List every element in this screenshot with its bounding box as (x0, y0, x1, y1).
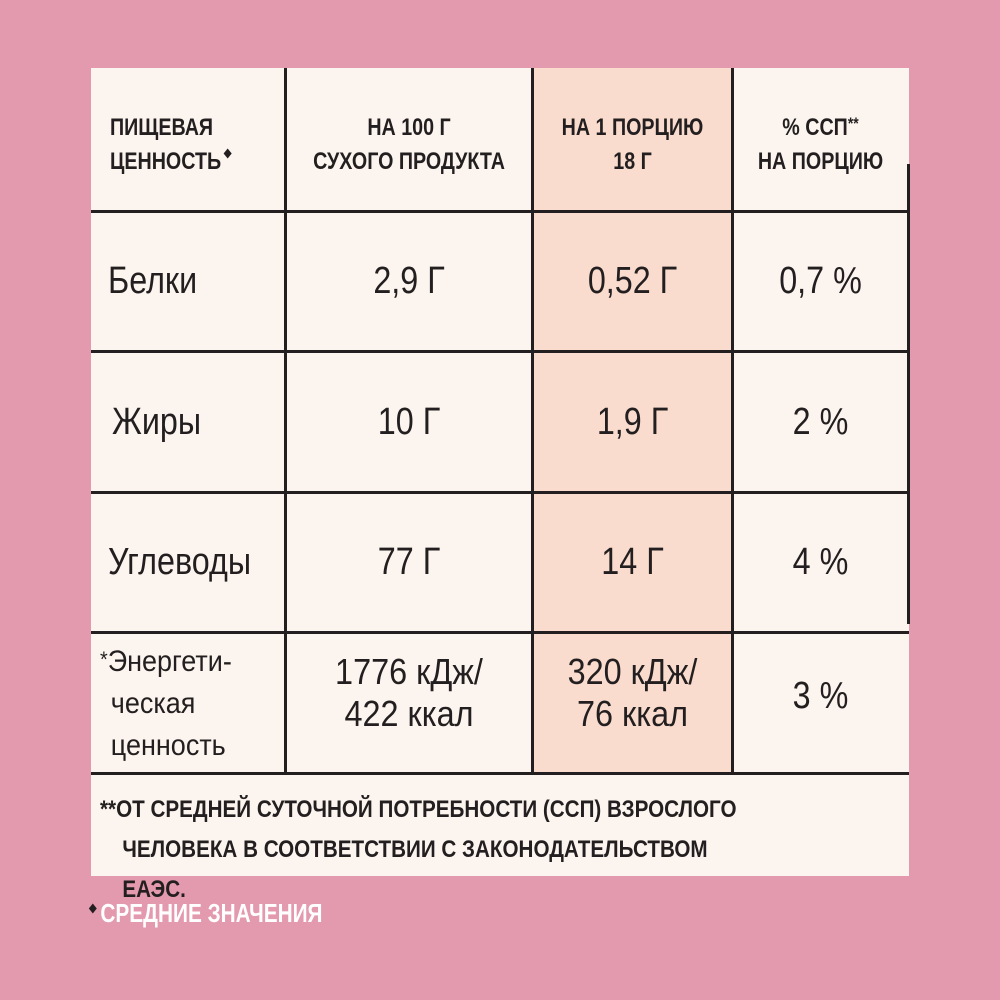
energy-rdi: 3 % (792, 674, 849, 717)
header-per-100g: НА 100 Г СУХОГО ПРОДУКТА (309, 100, 509, 190)
row-label: Белки (108, 260, 198, 302)
grid-line (907, 164, 910, 624)
nutrition-card (91, 68, 909, 876)
header-text: СУХОГО ПРОДУКТА (313, 148, 505, 175)
header-text: 18 Г (613, 148, 652, 175)
energy-value: 320 кДж/ (567, 651, 698, 692)
grid-line (284, 68, 287, 774)
grid-line (91, 210, 909, 213)
header-rdi: % ССП** НА ПОРЦИЮ (750, 100, 892, 190)
row-per-serving: 14 Г (601, 541, 664, 583)
row-rdi: 4 % (792, 541, 849, 583)
grid-line (91, 350, 909, 353)
row-per100: 77 Г (377, 541, 441, 583)
row-per-serving: 1,9 Г (596, 400, 669, 443)
energy-per-serving: 320 кДж/ 76 ккал (544, 634, 721, 752)
energy-value: 1776 кДж/ (335, 651, 483, 692)
header-sup: ** (847, 114, 859, 133)
serving-column-highlight (532, 68, 732, 774)
row-per-serving: 0,52 Г (587, 260, 678, 302)
row-per100: 2,9 Г (373, 260, 445, 302)
grid-line (91, 491, 909, 494)
energy-mark: * (100, 647, 108, 672)
footnote-line: ЧЕЛОВЕКА В СООТВЕТСТВИИ С ЗАКОНОДАТЕЛЬСТ… (122, 836, 708, 903)
row-label: Углеводы (108, 541, 252, 583)
average-values-text: СРЕДНИЕ ЗНАЧЕНИЯ (100, 898, 323, 928)
energy-value: 422 ккал (344, 693, 474, 734)
diamond-icon (88, 903, 97, 914)
header-text: НА 100 Г (367, 114, 451, 141)
grid-line (91, 631, 909, 634)
footnote: **ОТ СРЕДНЕЙ СУТОЧНОЙ ПОТРЕБНОСТИ (ССП) … (100, 790, 754, 910)
header-text: НА ПОРЦИЮ (757, 148, 884, 175)
energy-per100: 1776 кДж/ 422 ккал (299, 634, 519, 752)
grid-line (531, 68, 534, 774)
header-text: ПИЩЕВАЯ (110, 114, 214, 141)
energy-label-text: Энергети- (107, 645, 232, 678)
grid-line (91, 772, 909, 775)
energy-label-text: ценность (110, 729, 226, 762)
diamond-icon (223, 148, 232, 159)
row-rdi: 0,7 % (779, 260, 862, 302)
average-values-note: СРЕДНИЕ ЗНАЧЕНИЯ (88, 898, 323, 929)
header-per-serving: НА 1 ПОРЦИЮ 18 Г (552, 100, 714, 190)
header-text: ЦЕННОСТЬ (110, 148, 222, 175)
header-text: НА 1 ПОРЦИЮ (561, 114, 704, 141)
header-text: % ССП (782, 114, 848, 141)
energy-value: 76 ккал (576, 693, 689, 734)
row-per100: 10 Г (377, 400, 441, 443)
footnote-line: **ОТ СРЕДНЕЙ СУТОЧНОЙ ПОТРЕБНОСТИ (ССП) … (100, 796, 737, 823)
header-nutrition-value: ПИЩЕВАЯ ЦЕННОСТЬ (110, 100, 249, 190)
energy-label-text: ческая (110, 687, 196, 720)
energy-label: *Энергети- ческая ценность (100, 640, 266, 768)
row-label: Жиры (112, 400, 202, 443)
row-rdi: 2 % (792, 400, 849, 443)
grid-line (731, 68, 734, 774)
